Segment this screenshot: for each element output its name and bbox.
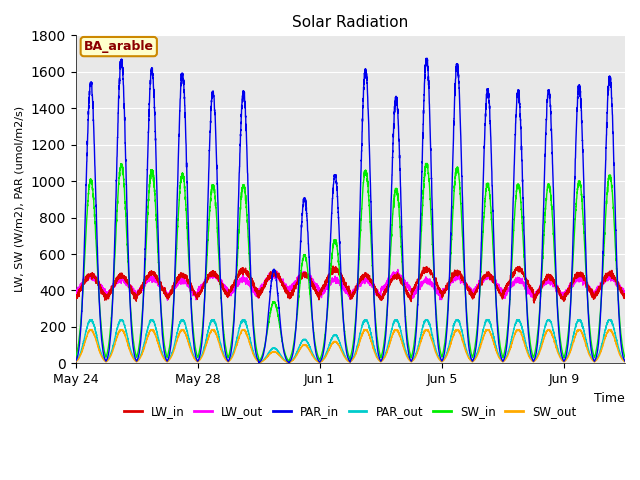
LW_in xyxy=(531,300,538,306)
PAR_out xyxy=(256,360,264,365)
Line: SW_out: SW_out xyxy=(76,330,625,363)
PAR_in xyxy=(615,312,623,318)
Line: PAR_out: PAR_out xyxy=(76,320,625,363)
PAR_in xyxy=(170,295,178,301)
Title: Solar Radiation: Solar Radiation xyxy=(292,15,408,30)
SW_in xyxy=(170,294,178,300)
Line: LW_in: LW_in xyxy=(76,266,625,303)
SW_out xyxy=(621,359,629,365)
LW_in xyxy=(256,290,264,296)
Y-axis label: LW, SW (W/m2), PAR (umol/m2/s): LW, SW (W/m2), PAR (umol/m2/s) xyxy=(15,106,25,292)
LW_out xyxy=(615,285,623,291)
LW_out xyxy=(164,297,172,303)
PAR_out xyxy=(173,330,181,336)
LW_out xyxy=(170,284,178,289)
LW_in xyxy=(615,285,623,291)
SW_in xyxy=(72,355,79,360)
PAR_in xyxy=(94,260,102,266)
PAR_in xyxy=(173,197,181,203)
Legend: LW_in, LW_out, PAR_in, PAR_out, SW_in, SW_out: LW_in, LW_out, PAR_in, PAR_out, SW_in, S… xyxy=(119,401,581,423)
SW_in xyxy=(422,161,429,167)
PAR_in xyxy=(256,359,264,365)
SW_in xyxy=(615,307,623,313)
SW_out xyxy=(256,360,264,365)
PAR_out xyxy=(72,359,79,364)
SW_in xyxy=(255,359,262,364)
PAR_out xyxy=(94,338,102,344)
LW_out xyxy=(72,291,79,297)
PAR_out xyxy=(621,359,629,364)
Line: SW_in: SW_in xyxy=(76,164,625,361)
LW_out xyxy=(394,266,402,272)
LW_in xyxy=(170,282,178,288)
LW_out xyxy=(94,279,102,285)
LW_in xyxy=(329,263,337,269)
PAR_out xyxy=(86,317,93,323)
Line: PAR_in: PAR_in xyxy=(76,59,625,363)
SW_out xyxy=(94,343,102,349)
LW_in xyxy=(399,280,406,286)
SW_in xyxy=(94,272,102,277)
SW_out xyxy=(170,348,178,353)
Text: BA_arable: BA_arable xyxy=(84,40,154,53)
SW_in xyxy=(399,265,406,271)
SW_out xyxy=(173,337,181,343)
PAR_out xyxy=(255,360,262,366)
LW_in xyxy=(94,281,102,287)
SW_out xyxy=(255,360,262,366)
PAR_out xyxy=(615,347,623,352)
PAR_in xyxy=(255,360,262,366)
LW_out xyxy=(621,289,629,295)
PAR_in xyxy=(422,56,429,61)
X-axis label: Time: Time xyxy=(595,392,625,405)
SW_out xyxy=(399,342,406,348)
SW_out xyxy=(615,350,623,356)
SW_in xyxy=(173,235,181,241)
SW_out xyxy=(72,359,79,365)
LW_out xyxy=(173,283,181,289)
PAR_in xyxy=(72,359,79,364)
SW_in xyxy=(256,357,264,363)
SW_out xyxy=(86,327,94,333)
LW_in xyxy=(173,275,181,280)
LW_out xyxy=(399,276,406,282)
Line: LW_out: LW_out xyxy=(76,269,625,300)
PAR_in xyxy=(621,359,629,364)
PAR_in xyxy=(399,248,406,254)
LW_in xyxy=(72,296,79,301)
LW_in xyxy=(621,295,629,301)
SW_in xyxy=(621,354,629,360)
LW_out xyxy=(256,288,264,293)
PAR_out xyxy=(170,344,178,349)
PAR_out xyxy=(399,336,406,342)
